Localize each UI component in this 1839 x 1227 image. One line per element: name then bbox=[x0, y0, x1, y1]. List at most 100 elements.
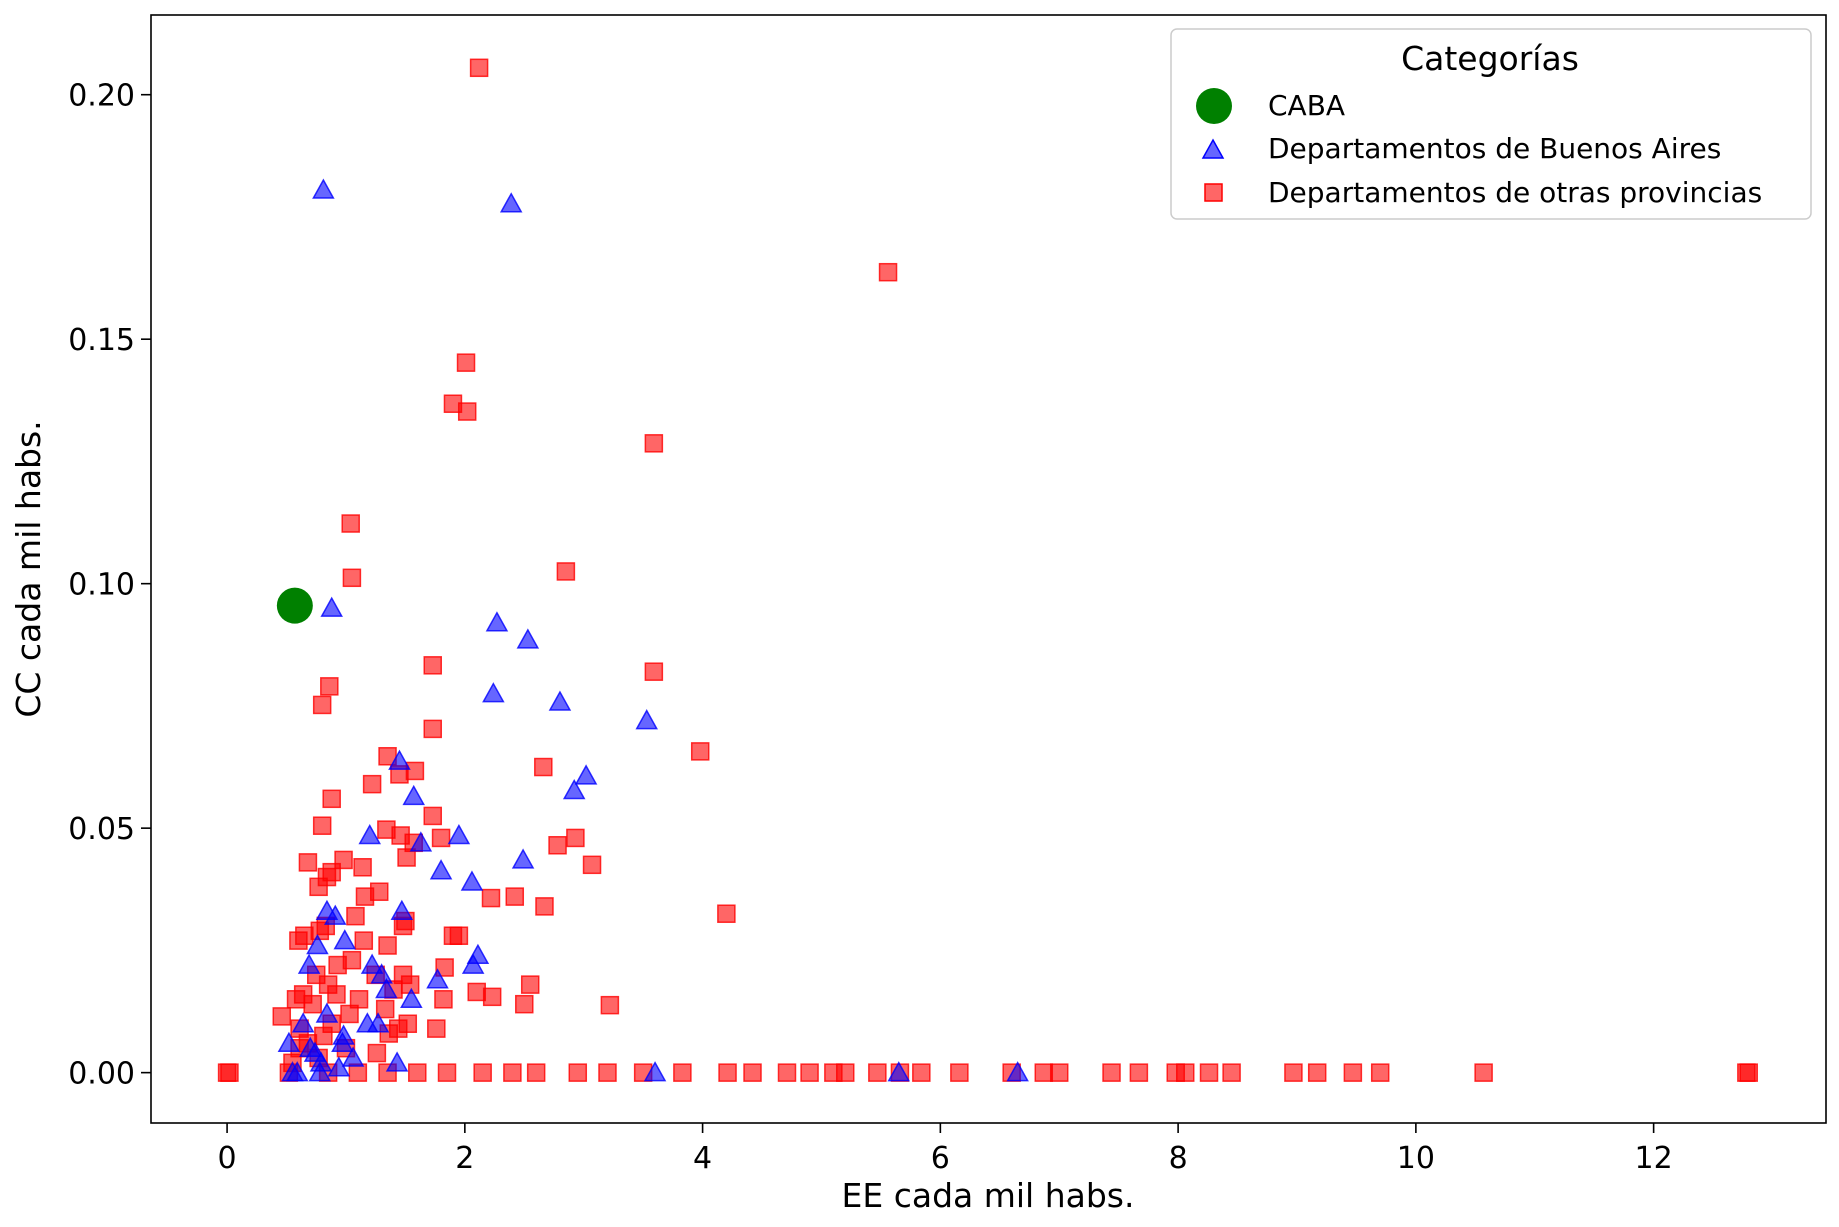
point-otras-provincias bbox=[912, 1063, 931, 1082]
point-otras-provincias bbox=[743, 1063, 762, 1082]
point-otras-provincias bbox=[405, 761, 425, 781]
point-otras-provincias bbox=[320, 677, 339, 696]
point-buenos-aires bbox=[402, 784, 425, 806]
point-otras-provincias bbox=[644, 662, 664, 681]
point-otras-provincias bbox=[469, 58, 489, 78]
point-otras-provincias bbox=[1102, 1063, 1121, 1082]
x-axis-label: EE cada mil habs. bbox=[842, 1176, 1135, 1215]
point-otras-provincias bbox=[534, 757, 553, 777]
point-buenos-aires bbox=[409, 831, 433, 852]
point-otras-provincias bbox=[467, 982, 486, 1002]
point-buenos-aires bbox=[511, 848, 535, 869]
point-otras-provincias bbox=[1034, 1063, 1054, 1082]
point-otras-provincias bbox=[1370, 1063, 1390, 1082]
legend: Categorías CABA Departamentos de Buenos … bbox=[1170, 28, 1812, 220]
point-otras-provincias bbox=[800, 1063, 819, 1082]
legend-marker-buenos-aires bbox=[1201, 138, 1225, 159]
point-otras-provincias bbox=[824, 1063, 843, 1082]
point-otras-provincias bbox=[950, 1063, 969, 1082]
point-otras-provincias bbox=[312, 695, 332, 715]
point-otras-provincias bbox=[457, 402, 477, 421]
point-otras-provincias bbox=[535, 897, 554, 916]
point-otras-provincias bbox=[690, 742, 710, 761]
point-buenos-aires bbox=[426, 968, 449, 989]
point-otras-provincias bbox=[1222, 1063, 1241, 1082]
point-buenos-aires bbox=[327, 1056, 351, 1077]
point-buenos-aires bbox=[574, 764, 598, 785]
point-otras-provincias bbox=[322, 789, 341, 809]
point-otras-provincias bbox=[295, 926, 314, 945]
legend-marker-caba bbox=[1196, 88, 1232, 124]
point-otras-provincias bbox=[286, 990, 306, 1009]
legend-marker-otras-provincias bbox=[1204, 183, 1223, 202]
point-otras-provincias bbox=[346, 906, 365, 926]
point-otras-provincias bbox=[378, 936, 397, 955]
point-buenos-aires bbox=[548, 690, 572, 711]
point-buenos-aires bbox=[356, 1012, 379, 1033]
point-buenos-aires bbox=[281, 1061, 304, 1082]
point-otras-provincias bbox=[423, 806, 442, 826]
x-tick-label: 4 bbox=[693, 1141, 712, 1176]
point-otras-provincias bbox=[341, 514, 360, 533]
legend-box bbox=[1170, 28, 1812, 220]
data-points bbox=[217, 58, 1758, 1082]
x-tick-label: 10 bbox=[1397, 1141, 1435, 1176]
point-otras-provincias bbox=[673, 1063, 692, 1082]
point-otras-provincias bbox=[298, 853, 318, 872]
x-tick-label: 2 bbox=[455, 1141, 474, 1176]
y-tick-label: 0.20 bbox=[68, 79, 135, 114]
point-otras-provincias bbox=[503, 1063, 522, 1082]
point-buenos-aires bbox=[277, 1031, 301, 1053]
point-buenos-aires bbox=[385, 1051, 409, 1072]
point-otras-provincias bbox=[431, 828, 451, 848]
point-buenos-aires bbox=[485, 611, 509, 632]
point-otras-provincias bbox=[272, 1007, 292, 1026]
point-otras-provincias bbox=[309, 877, 328, 897]
point-buenos-aires bbox=[461, 953, 485, 974]
point-otras-provincias bbox=[362, 774, 382, 794]
point-otras-provincias bbox=[423, 719, 442, 739]
point-buenos-aires bbox=[388, 749, 411, 770]
point-otras-provincias bbox=[342, 568, 362, 588]
point-otras-provincias bbox=[1737, 1063, 1756, 1082]
point-buenos-aires bbox=[400, 987, 423, 1009]
point-otras-provincias bbox=[434, 990, 453, 1009]
y-tick-label: 0.15 bbox=[68, 323, 135, 358]
y-tick-label: 0.05 bbox=[68, 812, 135, 847]
point-buenos-aires bbox=[390, 899, 414, 921]
point-otras-provincias bbox=[566, 828, 585, 848]
point-otras-provincias bbox=[367, 1043, 387, 1063]
point-otras-provincias bbox=[353, 858, 372, 877]
y-axis-label: CC cada mil habs. bbox=[9, 420, 48, 717]
point-otras-provincias bbox=[515, 994, 534, 1014]
point-otras-provincias bbox=[1199, 1063, 1219, 1082]
point-buenos-aires bbox=[887, 1061, 911, 1082]
point-otras-provincias bbox=[1129, 1063, 1149, 1082]
point-otras-provincias bbox=[526, 1063, 546, 1082]
point-otras-provincias bbox=[427, 1019, 446, 1038]
point-buenos-aires bbox=[360, 953, 384, 974]
point-otras-provincias bbox=[482, 987, 502, 1007]
point-otras-provincias bbox=[456, 353, 476, 372]
point-buenos-aires bbox=[308, 1061, 332, 1082]
point-buenos-aires bbox=[429, 859, 453, 880]
point-otras-provincias bbox=[327, 985, 346, 1004]
point-buenos-aires bbox=[370, 963, 393, 984]
point-buenos-aires bbox=[482, 682, 505, 703]
point-otras-provincias bbox=[340, 1004, 359, 1024]
x-tick-label: 6 bbox=[931, 1141, 950, 1176]
point-otras-provincias bbox=[473, 1063, 492, 1082]
point-otras-provincias bbox=[505, 887, 525, 906]
point-otras-provincias bbox=[408, 1063, 427, 1082]
point-buenos-aires bbox=[333, 929, 357, 950]
point-otras-provincias bbox=[556, 562, 576, 581]
point-otras-provincias bbox=[1474, 1063, 1493, 1082]
point-otras-provincias bbox=[375, 999, 395, 1019]
point-otras-provincias bbox=[354, 931, 374, 950]
x-tick-label: 0 bbox=[218, 1141, 237, 1176]
point-otras-provincias bbox=[1343, 1063, 1363, 1082]
point-buenos-aires bbox=[1006, 1061, 1029, 1082]
point-buenos-aires bbox=[358, 823, 382, 845]
point-otras-provincias bbox=[423, 656, 442, 675]
